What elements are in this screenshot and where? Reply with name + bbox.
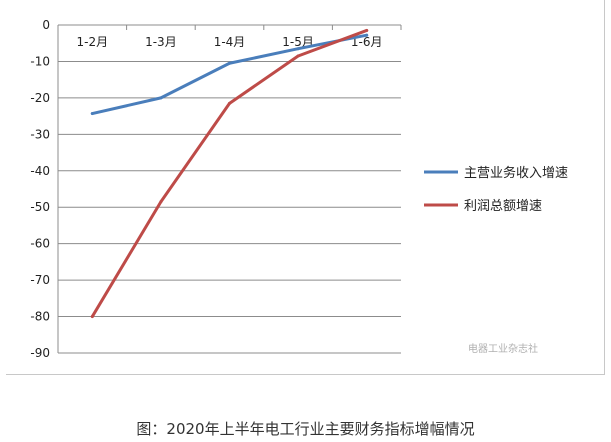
x-tick-label: 1-4月 <box>214 35 246 49</box>
y-tick-label: -60 <box>30 237 50 251</box>
y-tick-label: -10 <box>30 54 50 68</box>
y-tick-label: -40 <box>30 164 50 178</box>
data-point <box>159 96 163 100</box>
x-tick-label: 1-5月 <box>282 35 314 49</box>
data-point <box>90 315 94 319</box>
x-tick-label: 1-6月 <box>351 35 383 49</box>
data-point <box>296 54 300 58</box>
y-tick-label: -80 <box>30 310 50 324</box>
legend-label: 利润总额增速 <box>464 199 542 214</box>
gridlines <box>57 24 401 354</box>
y-tick-label: -30 <box>30 127 50 141</box>
data-point <box>159 200 163 204</box>
y-tick-label: 0 <box>42 18 50 32</box>
series-line-2 <box>90 28 369 319</box>
y-tick-label: -70 <box>30 273 50 287</box>
data-point <box>365 28 369 32</box>
data-point <box>365 33 369 37</box>
legend-label: 主营业务收入增速 <box>464 165 568 181</box>
series-lines <box>90 28 369 319</box>
x-axis-ticks: 1-2月 1-3月 1-4月 1-5月 1-6月 <box>57 25 402 49</box>
y-axis-ticks: 0 -10 -20 -30 -40 -50 -60 -70 -80 -90 <box>30 18 50 360</box>
y-tick-label: -20 <box>30 91 50 105</box>
watermark-text: 电器工业杂志社 <box>468 342 538 355</box>
data-point <box>90 112 94 116</box>
x-tick-label: 1-2月 <box>76 35 108 49</box>
data-point <box>296 47 300 51</box>
chart-container: 0 -10 -20 -30 -40 -50 -60 -70 -80 -90 1-2月 1-3月 1-4… <box>6 0 605 375</box>
data-point <box>228 61 231 65</box>
y-tick-label: -50 <box>30 200 50 214</box>
line-chart: 0 -10 -20 -30 -40 -50 -60 -70 -80 -90 1-2月 1-3月 1-4… <box>30 18 568 360</box>
figure-caption: 图：2020年上半年电工行业主要财务指标增幅情况 <box>136 420 475 438</box>
y-tick-label: -90 <box>30 346 50 360</box>
data-point <box>228 101 231 105</box>
x-tick-label: 1-3月 <box>145 35 177 49</box>
